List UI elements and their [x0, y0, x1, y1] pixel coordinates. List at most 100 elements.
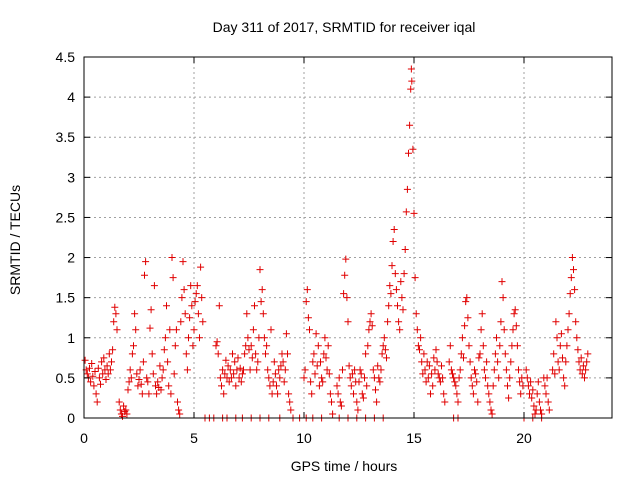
data-point — [194, 310, 202, 318]
data-point — [137, 380, 145, 388]
data-point — [178, 294, 186, 302]
data-point — [562, 358, 570, 366]
data-point — [473, 378, 481, 386]
data-point — [506, 374, 514, 382]
data-point — [127, 374, 135, 382]
data-point — [226, 366, 234, 374]
y-tick-label: 2.5 — [56, 209, 76, 225]
data-point — [172, 326, 180, 334]
data-point — [400, 270, 408, 278]
data-point — [399, 306, 407, 314]
data-point — [446, 342, 454, 350]
data-point — [428, 370, 436, 378]
data-point — [146, 324, 154, 332]
data-point — [405, 149, 412, 157]
data-point — [533, 390, 541, 398]
data-point — [535, 398, 543, 406]
data-point — [262, 350, 269, 358]
data-point — [544, 398, 552, 406]
data-point — [340, 290, 348, 298]
data-point — [254, 358, 262, 366]
data-point — [284, 350, 291, 358]
data-point — [179, 258, 187, 266]
data-point — [476, 350, 484, 358]
y-tick-label: 3 — [67, 169, 75, 185]
data-point — [131, 310, 139, 318]
data-point — [356, 366, 364, 374]
data-point — [167, 390, 175, 398]
data-point — [139, 358, 147, 366]
data-point — [387, 290, 395, 298]
data-point — [380, 334, 388, 342]
data-point — [326, 390, 334, 398]
data-point — [235, 374, 243, 382]
data-point — [142, 258, 150, 266]
data-point — [199, 318, 207, 326]
data-point — [156, 362, 164, 370]
data-point — [345, 362, 353, 370]
data-point — [108, 358, 115, 366]
data-point — [499, 294, 507, 302]
data-point — [488, 410, 496, 418]
data-point — [479, 342, 487, 350]
data-point — [368, 322, 376, 330]
data-point — [91, 367, 99, 375]
data-point — [573, 334, 581, 342]
data-point — [183, 366, 191, 374]
data-point — [344, 318, 352, 326]
data-point — [302, 298, 310, 306]
data-point — [413, 326, 421, 334]
data-point — [188, 302, 196, 310]
data-point — [458, 334, 466, 342]
data-point — [367, 310, 375, 318]
data-point — [439, 374, 447, 382]
data-point — [104, 370, 112, 378]
data-point — [553, 334, 561, 342]
data-point — [120, 402, 128, 410]
data-point — [407, 65, 415, 73]
data-point — [468, 382, 476, 390]
data-point — [271, 370, 279, 378]
data-point — [169, 274, 177, 282]
data-point — [526, 390, 533, 398]
data-point — [572, 318, 580, 326]
y-tick-label: 4 — [67, 89, 75, 105]
data-point — [524, 382, 532, 390]
data-point — [563, 342, 571, 350]
data-point — [119, 412, 126, 420]
data-point — [307, 378, 315, 386]
data-point — [346, 374, 354, 382]
data-point — [493, 334, 500, 342]
data-point — [102, 375, 110, 383]
data-point — [324, 342, 332, 350]
data-point — [409, 145, 417, 153]
data-point — [159, 366, 167, 374]
data-point — [469, 390, 477, 398]
data-point — [252, 350, 260, 358]
data-point — [555, 366, 563, 374]
data-point — [522, 366, 530, 374]
data-point — [212, 342, 220, 350]
data-point — [570, 266, 577, 274]
data-point — [511, 306, 519, 314]
data-point — [384, 318, 392, 326]
data-point — [527, 378, 535, 386]
data-point — [447, 366, 455, 374]
data-point — [461, 322, 469, 330]
data-point — [517, 390, 525, 398]
data-point — [359, 394, 367, 402]
data-point — [375, 374, 383, 382]
data-point — [320, 350, 328, 358]
data-point — [431, 366, 439, 374]
data-point — [113, 326, 121, 334]
data-point — [494, 358, 502, 366]
data-point — [507, 358, 515, 366]
data-point — [334, 390, 342, 398]
data-point — [144, 378, 152, 386]
data-point — [219, 366, 227, 374]
data-point — [192, 290, 200, 298]
data-point — [145, 390, 153, 398]
plot-frame — [83, 56, 613, 419]
data-point — [509, 326, 517, 334]
data-point — [434, 370, 442, 378]
